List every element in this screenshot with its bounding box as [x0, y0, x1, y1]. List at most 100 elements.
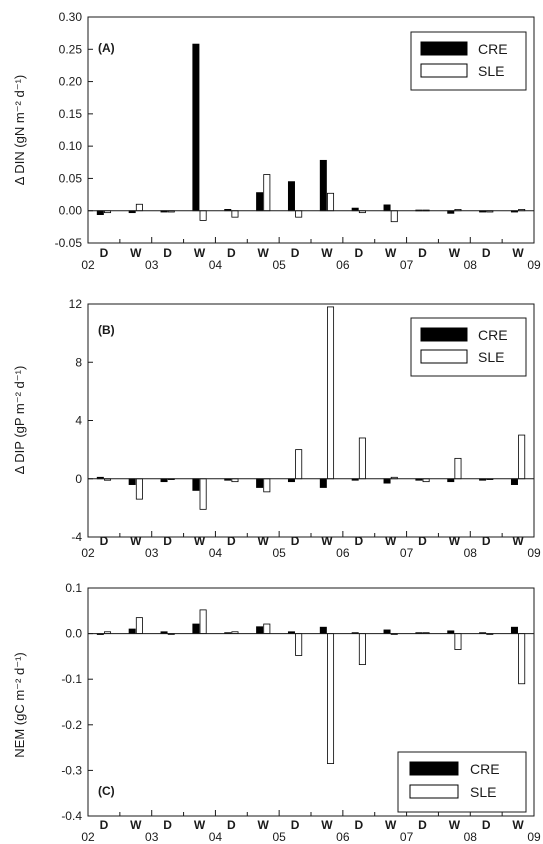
bar-sle [135, 203, 143, 212]
x-tick-label-season: W [321, 246, 333, 260]
legend-label-sle: SLE [478, 349, 504, 365]
x-tick-label-season: D [100, 534, 109, 548]
legend-box [397, 751, 527, 813]
bar-cre [128, 478, 136, 485]
bar-sle [390, 210, 398, 223]
x-tick-label-season: W [194, 534, 206, 548]
x-tick-label-year: 06 [336, 258, 350, 272]
x-tick-label-year: 09 [527, 258, 541, 272]
bar-sle [358, 437, 366, 480]
legend-label-cre: CRE [478, 327, 508, 343]
bar-cre [383, 478, 391, 484]
y-axis-label: Δ DIP (gP m⁻² d⁻¹) [12, 366, 27, 475]
legend-box [410, 31, 527, 91]
legend-label-cre: CRE [478, 41, 508, 57]
x-tick-label-year: 09 [527, 546, 541, 560]
x-tick-label-season: W [449, 534, 461, 548]
x-tick-label-year: 02 [81, 258, 95, 272]
bar-sle [231, 210, 239, 218]
bar-cre [128, 628, 136, 634]
panel-a: Δ DIN (gN m⁻² d⁻¹) (A) 0.30 0.25 0.20 0.15 0… [12, 10, 541, 272]
x-tick-label-season: W [449, 818, 461, 832]
legend-swatch-sle [420, 349, 468, 364]
x-tick-label-season: W [321, 818, 333, 832]
bar-sle [263, 174, 271, 212]
x-tick-label-season: D [100, 246, 109, 260]
y-tick-label: 0.25 [59, 42, 83, 56]
bar-sle [295, 449, 303, 480]
x-tick-label-season: D [354, 246, 363, 260]
bar-sle [358, 633, 366, 666]
x-tick-label-year: 03 [145, 258, 159, 272]
x-tick-label-season: D [227, 534, 236, 548]
bar-sle [199, 609, 207, 635]
bar-sle [454, 457, 462, 480]
y-tick-label: 0.1 [65, 581, 82, 595]
x-tick-label-year: 05 [272, 546, 286, 560]
y-tick-label: 0.05 [59, 171, 83, 185]
legend-label-sle: SLE [478, 63, 504, 79]
x-tick-label-year: 04 [209, 546, 223, 560]
bar-cre [319, 159, 327, 212]
x-tick-label-year: 07 [400, 546, 414, 560]
y-tick-label: 0.0 [65, 627, 82, 641]
bar-cre [383, 629, 391, 635]
x-tick-label-season: D [354, 818, 363, 832]
x-tick-label-season: W [258, 246, 270, 260]
y-tick-label: 0.00 [59, 204, 83, 218]
x-tick-label-year: 02 [81, 830, 95, 844]
legend: CRE SLE [410, 317, 527, 377]
x-tick-label-season: W [258, 534, 270, 548]
x-tick-label-year: 05 [272, 830, 286, 844]
x-tick-label-season: W [512, 534, 524, 548]
x-tick-label-year: 06 [336, 830, 350, 844]
x-tick-label-season: D [482, 534, 491, 548]
panel-label: (A) [98, 41, 115, 55]
bar-sle [135, 617, 143, 635]
bar-cre [510, 478, 518, 485]
bar-cre [510, 626, 518, 635]
bar-cre [319, 626, 327, 635]
y-tick-label: -0.1 [61, 672, 82, 686]
x-tick-label-season: D [482, 246, 491, 260]
y-tick-label: 0 [75, 472, 82, 486]
bar-sle [199, 478, 207, 510]
x-tick-label-season: D [163, 246, 172, 260]
x-tick-label-year: 07 [400, 258, 414, 272]
x-tick-label-season: D [418, 246, 427, 260]
x-tick-label-season: D [163, 534, 172, 548]
bar-sle [199, 210, 207, 221]
legend-label-sle: SLE [470, 784, 496, 800]
x-tick-label-season: D [418, 534, 427, 548]
x-tick-label-year: 09 [527, 830, 541, 844]
x-tick-label-year: 08 [464, 258, 478, 272]
y-tick-label: 0.30 [59, 10, 83, 24]
legend: CRE SLE [397, 751, 527, 813]
x-tick-label-year: 08 [464, 546, 478, 560]
bar-sle [327, 192, 335, 212]
x-tick-label-year: 04 [209, 258, 223, 272]
legend-swatch-cre [409, 761, 459, 776]
x-tick-label-year: 03 [145, 546, 159, 560]
x-tick-label-year: 06 [336, 546, 350, 560]
y-tick-label: 0.15 [59, 107, 83, 121]
bar-sle [327, 633, 335, 764]
x-tick-label-season: D [291, 534, 300, 548]
x-tick-label-season: W [512, 818, 524, 832]
bar-sle [263, 623, 271, 634]
x-tick-label-year: 07 [400, 830, 414, 844]
y-tick-label: -0.2 [61, 718, 82, 732]
bar-cre [256, 478, 264, 488]
y-tick-label: 12 [69, 297, 83, 311]
y-axis-label: Δ DIN (gN m⁻² d⁻¹) [12, 75, 27, 186]
bar-cre [192, 43, 200, 212]
x-tick-label-season: D [100, 818, 109, 832]
legend-swatch-cre [420, 327, 468, 342]
panel-c: NEM (gC m⁻² d⁻¹) (C) 0.1 0.0 -0.1 -0.2 -0.3 -… [12, 581, 541, 844]
bar-sle [295, 210, 303, 218]
y-tick-label: -0.3 [61, 763, 82, 777]
x-tick-label-year: 08 [464, 830, 478, 844]
bar-cre [287, 181, 295, 212]
y-tick-label: -4 [71, 530, 82, 544]
